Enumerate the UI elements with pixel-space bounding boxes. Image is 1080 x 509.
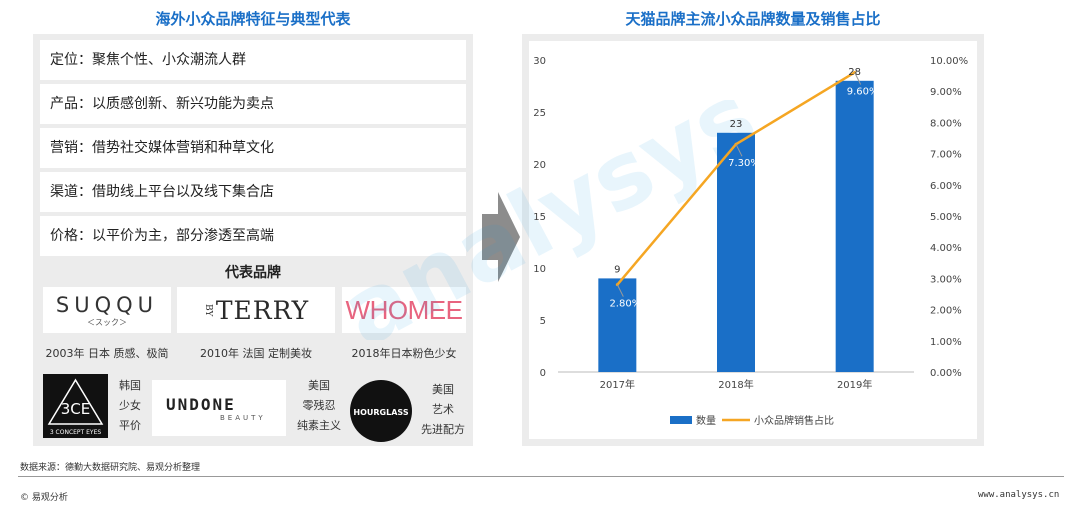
y-left-tick-label: 5 [540, 316, 546, 327]
line-label-leader [735, 144, 743, 157]
hourglass-caption-art: 艺术 [432, 403, 454, 416]
feature-channel: 渠道：借助线上平台以及线下集合店 [40, 172, 466, 212]
y-left-tick-label: 15 [533, 212, 546, 223]
hourglass-logo: HOURGLASS [348, 378, 414, 444]
terry-caption: 2010年 法国 定制美妆 [200, 347, 312, 360]
3ce-caption-country: 韩国 [119, 379, 141, 392]
right-arrow-icon [482, 192, 520, 282]
whomee-caption: 2018年日本粉色少女 [351, 347, 457, 360]
feature-product: 产品：以质感创新、新兴功能为卖点 [40, 84, 466, 124]
feature-positioning: 定位：聚焦个性、小众潮流人群 [40, 40, 466, 80]
y-right-tick-label: 4.00% [930, 243, 962, 254]
undone-logo-sub: BEAUTY [220, 413, 266, 422]
source-note: 数据来源：德勤大数据研究院、易观分析整理 [20, 463, 201, 473]
bar [717, 132, 755, 372]
bar-value-label: 23 [730, 119, 743, 130]
feature-price: 价格：以平价为主，部分渗透至高端 [40, 216, 466, 256]
undone-logo-text: UNDONE [166, 394, 236, 414]
x-tick-label: 2017年 [600, 378, 635, 391]
3ce-caption-price: 平价 [119, 419, 141, 432]
bar-value-label: 28 [848, 67, 861, 78]
site-url: www.analysys.cn [978, 490, 1060, 500]
terry-logo-by: BY [202, 303, 213, 317]
undone-caption-cruelty: 零残忍 [302, 399, 336, 412]
data-labels: 9 23 28 2.80% 7.30% 9.60% [609, 67, 878, 310]
y-right-tick-label: 5.00% [930, 212, 962, 223]
y-right-tick-label: 3.00% [930, 274, 962, 285]
y-right-tick-label: 0.00% [930, 368, 962, 379]
y-left-axis: 0 5 10 15 20 25 30 [533, 56, 546, 379]
x-tick-label: 2018年 [718, 378, 753, 391]
y-right-tick-label: 6.00% [930, 181, 962, 192]
line-label-leader [854, 72, 862, 85]
3ce-logo-graphic: 3CE 3 CONCEPT EYES [47, 378, 104, 436]
chart-title: 天猫品牌主流小众品牌数量及销售占比 [625, 10, 881, 28]
y-right-tick-label: 7.00% [930, 150, 962, 161]
terry-logo-text: TERRY [215, 295, 310, 325]
brands-title: 代表品牌 [225, 265, 281, 281]
y-right-tick-label: 9.00% [930, 87, 962, 98]
y-left-tick-label: 25 [533, 108, 546, 119]
y-left-tick-label: 10 [533, 264, 546, 275]
hourglass-caption: 美国 艺术 先进配方 [416, 380, 470, 440]
bar-series [598, 80, 874, 373]
line-label-leader [616, 284, 624, 297]
whomee-logo: WHOMEE [342, 287, 466, 333]
undone-caption-country: 美国 [308, 379, 330, 392]
bar-value-label: 9 [614, 264, 620, 275]
hourglass-logo-graphic: HOURGLASS [350, 380, 412, 442]
combo-chart: 0 5 10 15 20 25 30 0.00% 1.00% 2.00% 3.00% 4.00% 5.… [533, 56, 968, 427]
legend-line-label: 小众品牌销售占比 [754, 414, 834, 427]
y-left-tick-label: 0 [540, 368, 546, 379]
left-title: 海外小众品牌特征与典型代表 [155, 10, 351, 28]
copyright: © 易观分析 [20, 493, 68, 503]
line-value-label: 2.80% [609, 299, 641, 310]
hourglass-logo-text: HOURGLASS [353, 408, 408, 417]
suqqu-logo-text: SUQQU [55, 292, 159, 317]
y-left-tick-label: 20 [533, 160, 546, 171]
suqqu-caption: 2003年 日本 质感、极简 [45, 347, 169, 360]
3ce-logo-sub: 3 CONCEPT EYES [50, 429, 102, 436]
undone-caption-vegan: 纯素主义 [297, 419, 341, 432]
y-right-tick-label: 8.00% [930, 118, 962, 129]
legend-bar-swatch [670, 416, 692, 424]
terry-logo: BY TERRY [177, 287, 335, 333]
bar [835, 80, 874, 373]
3ce-logo-text: 3CE [61, 400, 91, 418]
legend-bar-label: 数量 [696, 414, 716, 427]
y-right-tick-label: 2.00% [930, 306, 962, 317]
undone-logo: UNDONE BEAUTY [152, 380, 286, 436]
line-value-label: 9.60% [847, 86, 879, 97]
hourglass-caption-country: 美国 [432, 383, 454, 396]
footer-divider [18, 476, 1064, 477]
y-right-axis: 0.00% 1.00% 2.00% 3.00% 4.00% 5.00% 6.00% 7.00%… [930, 56, 968, 379]
3ce-caption: 韩国 少女 平价 [112, 376, 148, 436]
line-value-label: 7.30% [728, 158, 760, 169]
whomee-logo-text: WHOMEE [345, 294, 463, 325]
x-tick-label: 2019年 [837, 378, 872, 391]
hourglass-caption-formula: 先进配方 [421, 423, 465, 436]
suqqu-logo: SUQQU ＜スック＞ [43, 287, 171, 333]
y-left-tick-label: 30 [533, 56, 546, 67]
3ce-caption-style: 少女 [119, 399, 141, 412]
legend: 数量 小众品牌销售占比 [670, 414, 834, 427]
x-axis: 2017年 2018年 2019年 [600, 378, 873, 391]
y-right-tick-label: 10.00% [930, 56, 968, 67]
y-right-tick-label: 1.00% [930, 337, 962, 348]
bar [598, 278, 637, 372]
undone-caption: 美国 零残忍 纯素主义 [290, 376, 348, 436]
3ce-logo: 3CE 3 CONCEPT EYES [43, 374, 108, 438]
suqqu-logo-sub: ＜スック＞ [87, 317, 127, 327]
feature-marketing: 营销：借势社交媒体营销和种草文化 [40, 128, 466, 168]
